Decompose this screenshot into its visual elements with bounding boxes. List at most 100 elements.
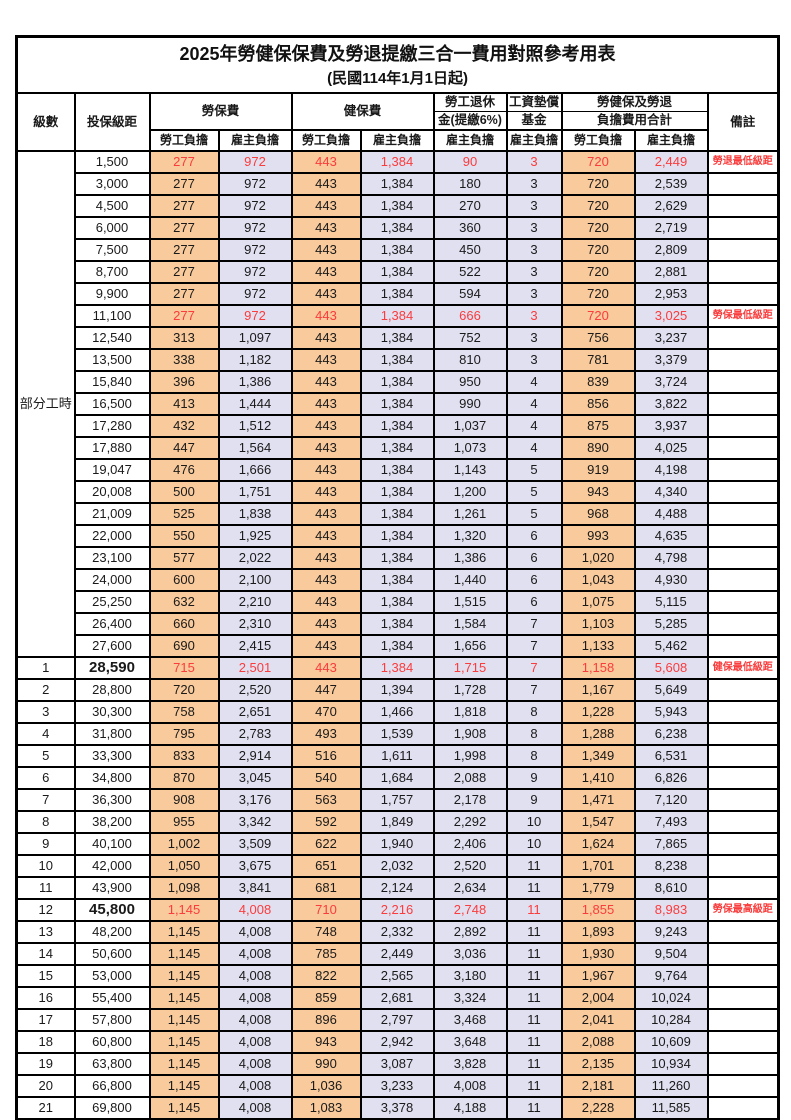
cell-bracket: 26,400	[73, 612, 151, 636]
cell-health-employee: 443	[290, 656, 362, 680]
page-title: 2025年勞健保保費及勞退提繳三合一費用對照參考用表	[179, 44, 616, 64]
cell-total-employer: 3,724	[633, 370, 709, 394]
cell-remark	[706, 238, 780, 262]
cell-bracket: 9,900	[73, 282, 151, 306]
cell-labor-employee: 690	[148, 634, 220, 658]
cell-total-employee: 781	[560, 348, 636, 372]
cell-remark	[706, 1074, 780, 1098]
cell-labor-employee: 758	[148, 700, 220, 724]
table-row: 22,000 550 1,925 443 1,384 1,320 6 993 4,635	[17, 524, 780, 548]
cell-bracket: 19,047	[73, 458, 151, 482]
cell-total-employee: 720	[560, 282, 636, 306]
cell-bracket: 60,800	[73, 1030, 151, 1054]
cell-fund-employer: 9	[505, 766, 563, 790]
cell-total-employer: 5,608	[633, 656, 709, 680]
cell-remark	[706, 568, 780, 592]
cell-total-employee: 1,075	[560, 590, 636, 614]
cell-health-employee: 710	[290, 898, 362, 922]
cell-total-employer: 2,539	[633, 172, 709, 196]
cell-health-employee: 447	[290, 678, 362, 702]
cell-labor-employee: 432	[148, 414, 220, 438]
cell-pension-employer: 270	[432, 194, 508, 218]
page-subtitle: (民國114年1月1日起)	[327, 70, 468, 87]
cell-total-employer: 4,198	[633, 458, 709, 482]
cell-total-employer: 2,809	[633, 238, 709, 262]
cell-labor-employer: 1,444	[217, 392, 293, 416]
cell-total-employee: 1,103	[560, 612, 636, 636]
cell-health-employee: 443	[290, 612, 362, 636]
cell-fund-employer: 11	[505, 1052, 563, 1076]
cell-pension-employer: 3,468	[432, 1008, 508, 1032]
cell-labor-employer: 3,841	[217, 876, 293, 900]
cell-remark	[706, 524, 780, 548]
cell-labor-employee: 795	[148, 722, 220, 746]
col-header-total-line2: 負擔費用合計	[560, 111, 709, 131]
cell-total-employer: 5,115	[633, 590, 709, 614]
table-row: 17,880 447 1,564 443 1,384 1,073 4 890 4,025	[17, 436, 780, 460]
cell-level: 3	[15, 700, 76, 724]
cell-fund-employer: 3	[505, 260, 563, 284]
cell-health-employee: 443	[290, 260, 362, 284]
cell-level: 13	[15, 920, 76, 944]
header-row-groups: 級數 投保級距 勞保費 健保費 勞工退休 工資墊償 勞健保及勞退 備註	[15, 92, 780, 152]
cell-health-employee: 443	[290, 414, 362, 438]
cell-health-employee: 443	[290, 326, 362, 350]
cell-bracket: 20,008	[73, 480, 151, 504]
col-header-fund-employer: 雇主負擔	[505, 129, 563, 152]
cell-total-employer: 5,462	[633, 634, 709, 658]
cell-labor-employee: 277	[148, 282, 220, 306]
cell-health-employee: 592	[290, 810, 362, 834]
cell-labor-employer: 1,386	[217, 370, 293, 394]
cell-pension-employer: 1,715	[432, 656, 508, 680]
cell-pension-employer: 3,648	[432, 1030, 508, 1054]
cell-fund-employer: 3	[505, 150, 563, 174]
cell-health-employer: 1,384	[359, 436, 435, 460]
cell-labor-employer: 2,310	[217, 612, 293, 636]
cell-pension-employer: 1,320	[432, 524, 508, 548]
cell-pension-employer: 4,188	[432, 1096, 508, 1120]
cell-bracket: 38,200	[73, 810, 151, 834]
cell-remark	[706, 1030, 780, 1054]
cell-fund-employer: 8	[505, 700, 563, 724]
cell-health-employer: 1,384	[359, 612, 435, 636]
cell-pension-employer: 2,520	[432, 854, 508, 878]
cell-total-employee: 1,624	[560, 832, 636, 856]
cell-total-employee: 720	[560, 238, 636, 262]
cell-health-employer: 1,539	[359, 722, 435, 746]
cell-health-employee: 443	[290, 238, 362, 262]
cell-remark	[706, 744, 780, 768]
cell-health-employee: 1,036	[290, 1074, 362, 1098]
cell-level: 20	[15, 1074, 76, 1098]
cell-total-employee: 1,967	[560, 964, 636, 988]
cell-bracket: 6,000	[73, 216, 151, 240]
cell-total-employer: 6,238	[633, 722, 709, 746]
cell-labor-employee: 277	[148, 172, 220, 196]
cell-labor-employer: 4,008	[217, 1008, 293, 1032]
cell-remark	[706, 194, 780, 218]
cell-total-employee: 720	[560, 304, 636, 328]
table-row: 24,000 600 2,100 443 1,384 1,440 6 1,043 4,930	[17, 568, 780, 592]
cell-labor-employer: 4,008	[217, 1074, 293, 1098]
table-row: 18 60,800 1,145 4,008 943 2,942 3,648 11 2,088 10…	[15, 1030, 780, 1054]
cell-pension-employer: 1,440	[432, 568, 508, 592]
cell-labor-employee: 577	[148, 546, 220, 570]
cell-total-employer: 11,585	[633, 1096, 709, 1120]
cell-bracket: 50,600	[73, 942, 151, 966]
table-row: 1 28,590 715 2,501 443 1,384 1,715 7 1,158 5,608 健…	[15, 656, 780, 680]
cell-health-employer: 1,684	[359, 766, 435, 790]
part-time-section-label: 部分工時	[15, 150, 76, 658]
cell-labor-employee: 338	[148, 348, 220, 372]
cell-remark	[706, 788, 780, 812]
cell-level: 17	[15, 1008, 76, 1032]
cell-health-employer: 1,757	[359, 788, 435, 812]
cell-health-employer: 1,384	[359, 524, 435, 548]
cell-health-employer: 2,032	[359, 854, 435, 878]
cell-total-employer: 4,025	[633, 436, 709, 460]
cell-total-employee: 2,088	[560, 1030, 636, 1054]
table-row: 17 57,800 1,145 4,008 896 2,797 3,468 11 2,041 10…	[15, 1008, 780, 1032]
cell-labor-employer: 1,751	[217, 480, 293, 504]
cell-labor-employee: 908	[148, 788, 220, 812]
cell-health-employee: 443	[290, 546, 362, 570]
cell-bracket: 45,800	[73, 898, 151, 922]
cell-labor-employer: 972	[217, 150, 293, 174]
